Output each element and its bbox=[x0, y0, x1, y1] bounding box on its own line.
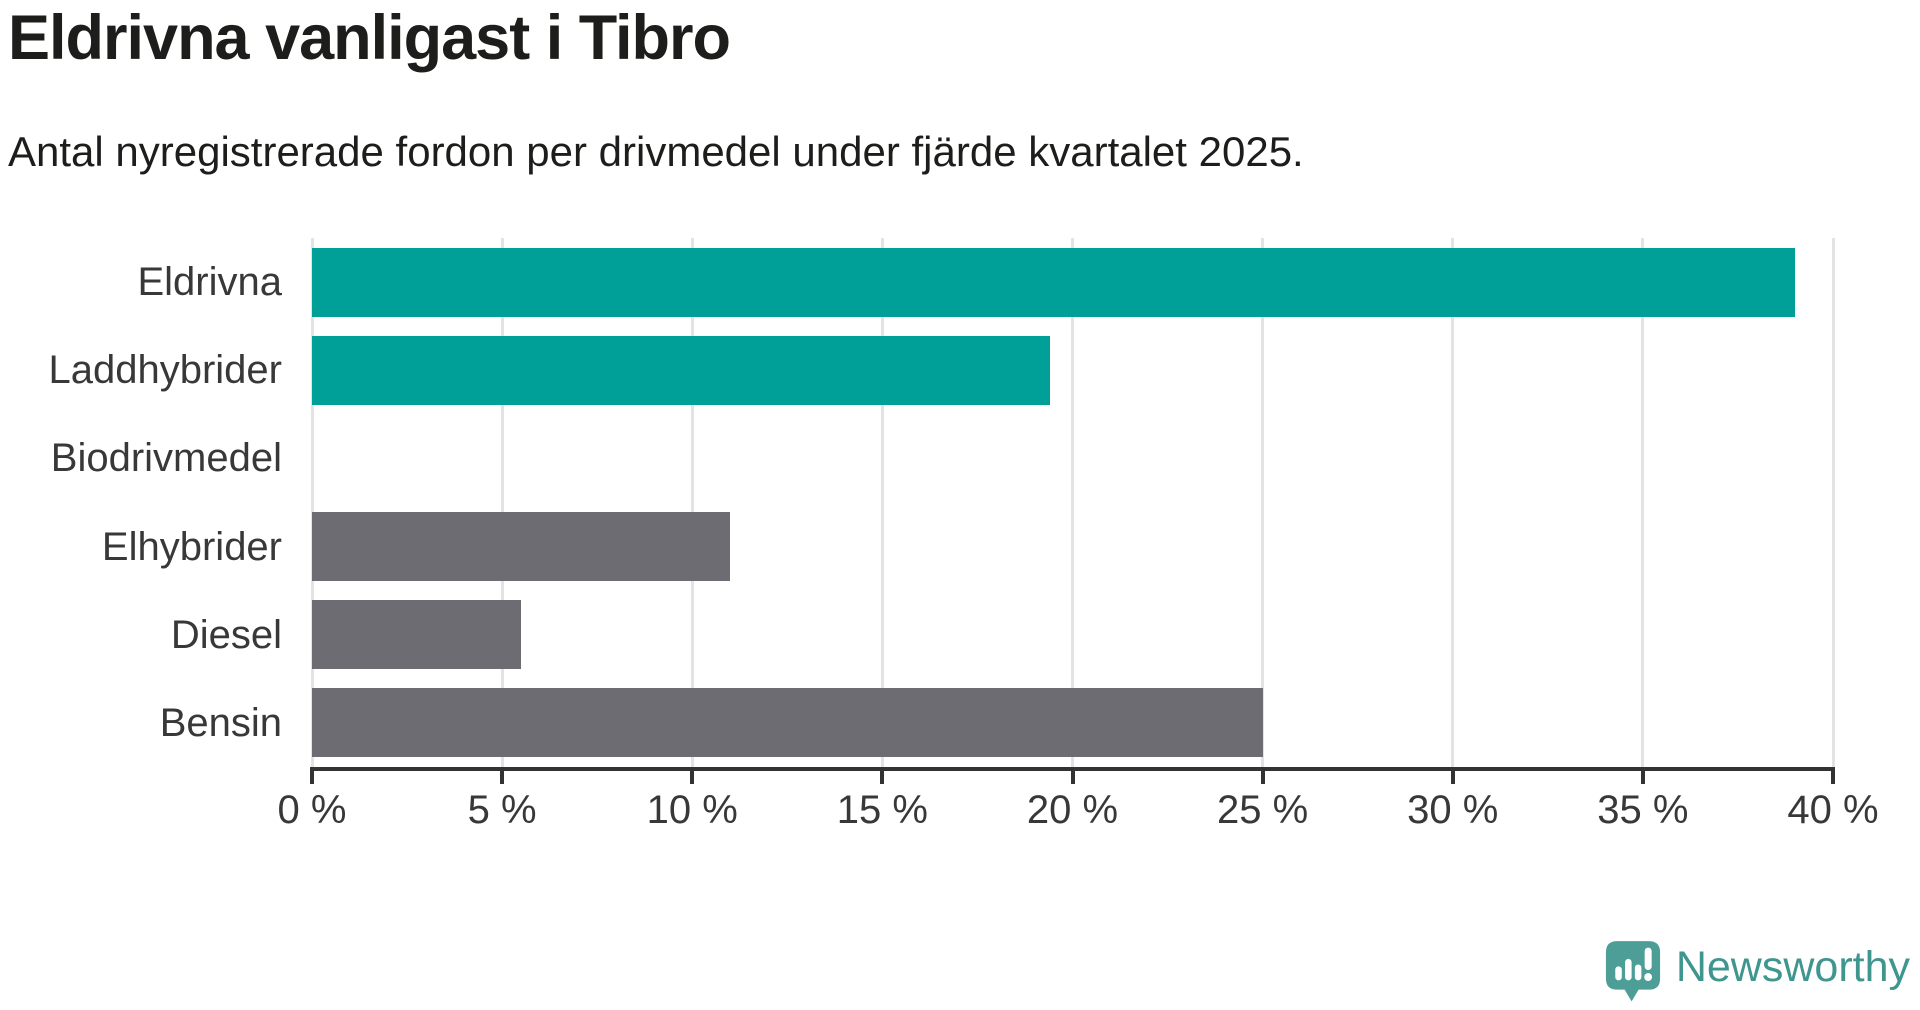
x-tick-label: 35 % bbox=[1597, 788, 1689, 832]
bar-diesel bbox=[312, 600, 522, 670]
category-label: Elhybrider bbox=[101, 524, 282, 569]
vertical-gridline bbox=[1451, 238, 1455, 767]
category-label: Laddhybrider bbox=[48, 348, 283, 393]
x-tick-label: 15 % bbox=[836, 788, 928, 832]
x-tick-label: 10 % bbox=[646, 788, 738, 832]
category-label: Diesel bbox=[170, 612, 282, 657]
category-label: Bensin bbox=[159, 700, 282, 745]
x-axis-tick bbox=[1640, 767, 1645, 784]
bar-eldrivna bbox=[312, 247, 1795, 317]
vertical-gridline bbox=[1261, 238, 1265, 767]
x-axis-tick bbox=[880, 767, 885, 784]
x-axis-tick bbox=[1070, 767, 1075, 784]
x-tick-label: 5 % bbox=[467, 788, 537, 832]
vertical-gridline bbox=[500, 238, 504, 767]
vertical-gridline bbox=[310, 238, 314, 767]
newsworthy-speech-bubble-icon bbox=[1605, 941, 1660, 1002]
x-axis-tick bbox=[1831, 767, 1835, 784]
x-tick-label: 25 % bbox=[1217, 788, 1309, 832]
x-axis-tick bbox=[1260, 767, 1265, 784]
newsworthy-logo-text: Newsworthy bbox=[1675, 942, 1910, 991]
x-axis-tick bbox=[500, 767, 505, 784]
x-axis-tick bbox=[690, 767, 695, 784]
x-axis-tick bbox=[1450, 767, 1455, 784]
x-tick-label: 30 % bbox=[1407, 788, 1499, 832]
x-axis-tick bbox=[310, 767, 314, 784]
bar-bensin bbox=[312, 688, 1263, 758]
chart-title: Eldrivna vanligast i Tibro bbox=[8, 3, 731, 73]
vertical-gridline bbox=[1831, 238, 1835, 767]
category-label: Eldrivna bbox=[137, 260, 282, 305]
x-tick-label: 40 % bbox=[1787, 788, 1879, 832]
bar-laddhybrider bbox=[312, 335, 1050, 405]
newsworthy-logo: Newsworthy bbox=[1605, 940, 1910, 1002]
x-tick-label: 0 % bbox=[277, 788, 347, 832]
chart-subtitle: Antal nyregistrerade fordon per drivmede… bbox=[8, 128, 1304, 175]
bar-elhybrider bbox=[312, 512, 731, 582]
vertical-gridline bbox=[690, 238, 694, 767]
vertical-gridline bbox=[880, 238, 884, 767]
category-label: Biodrivmedel bbox=[50, 436, 282, 481]
x-tick-label: 20 % bbox=[1026, 788, 1119, 832]
vertical-gridline bbox=[1071, 238, 1074, 767]
vertical-gridline bbox=[1641, 238, 1645, 767]
